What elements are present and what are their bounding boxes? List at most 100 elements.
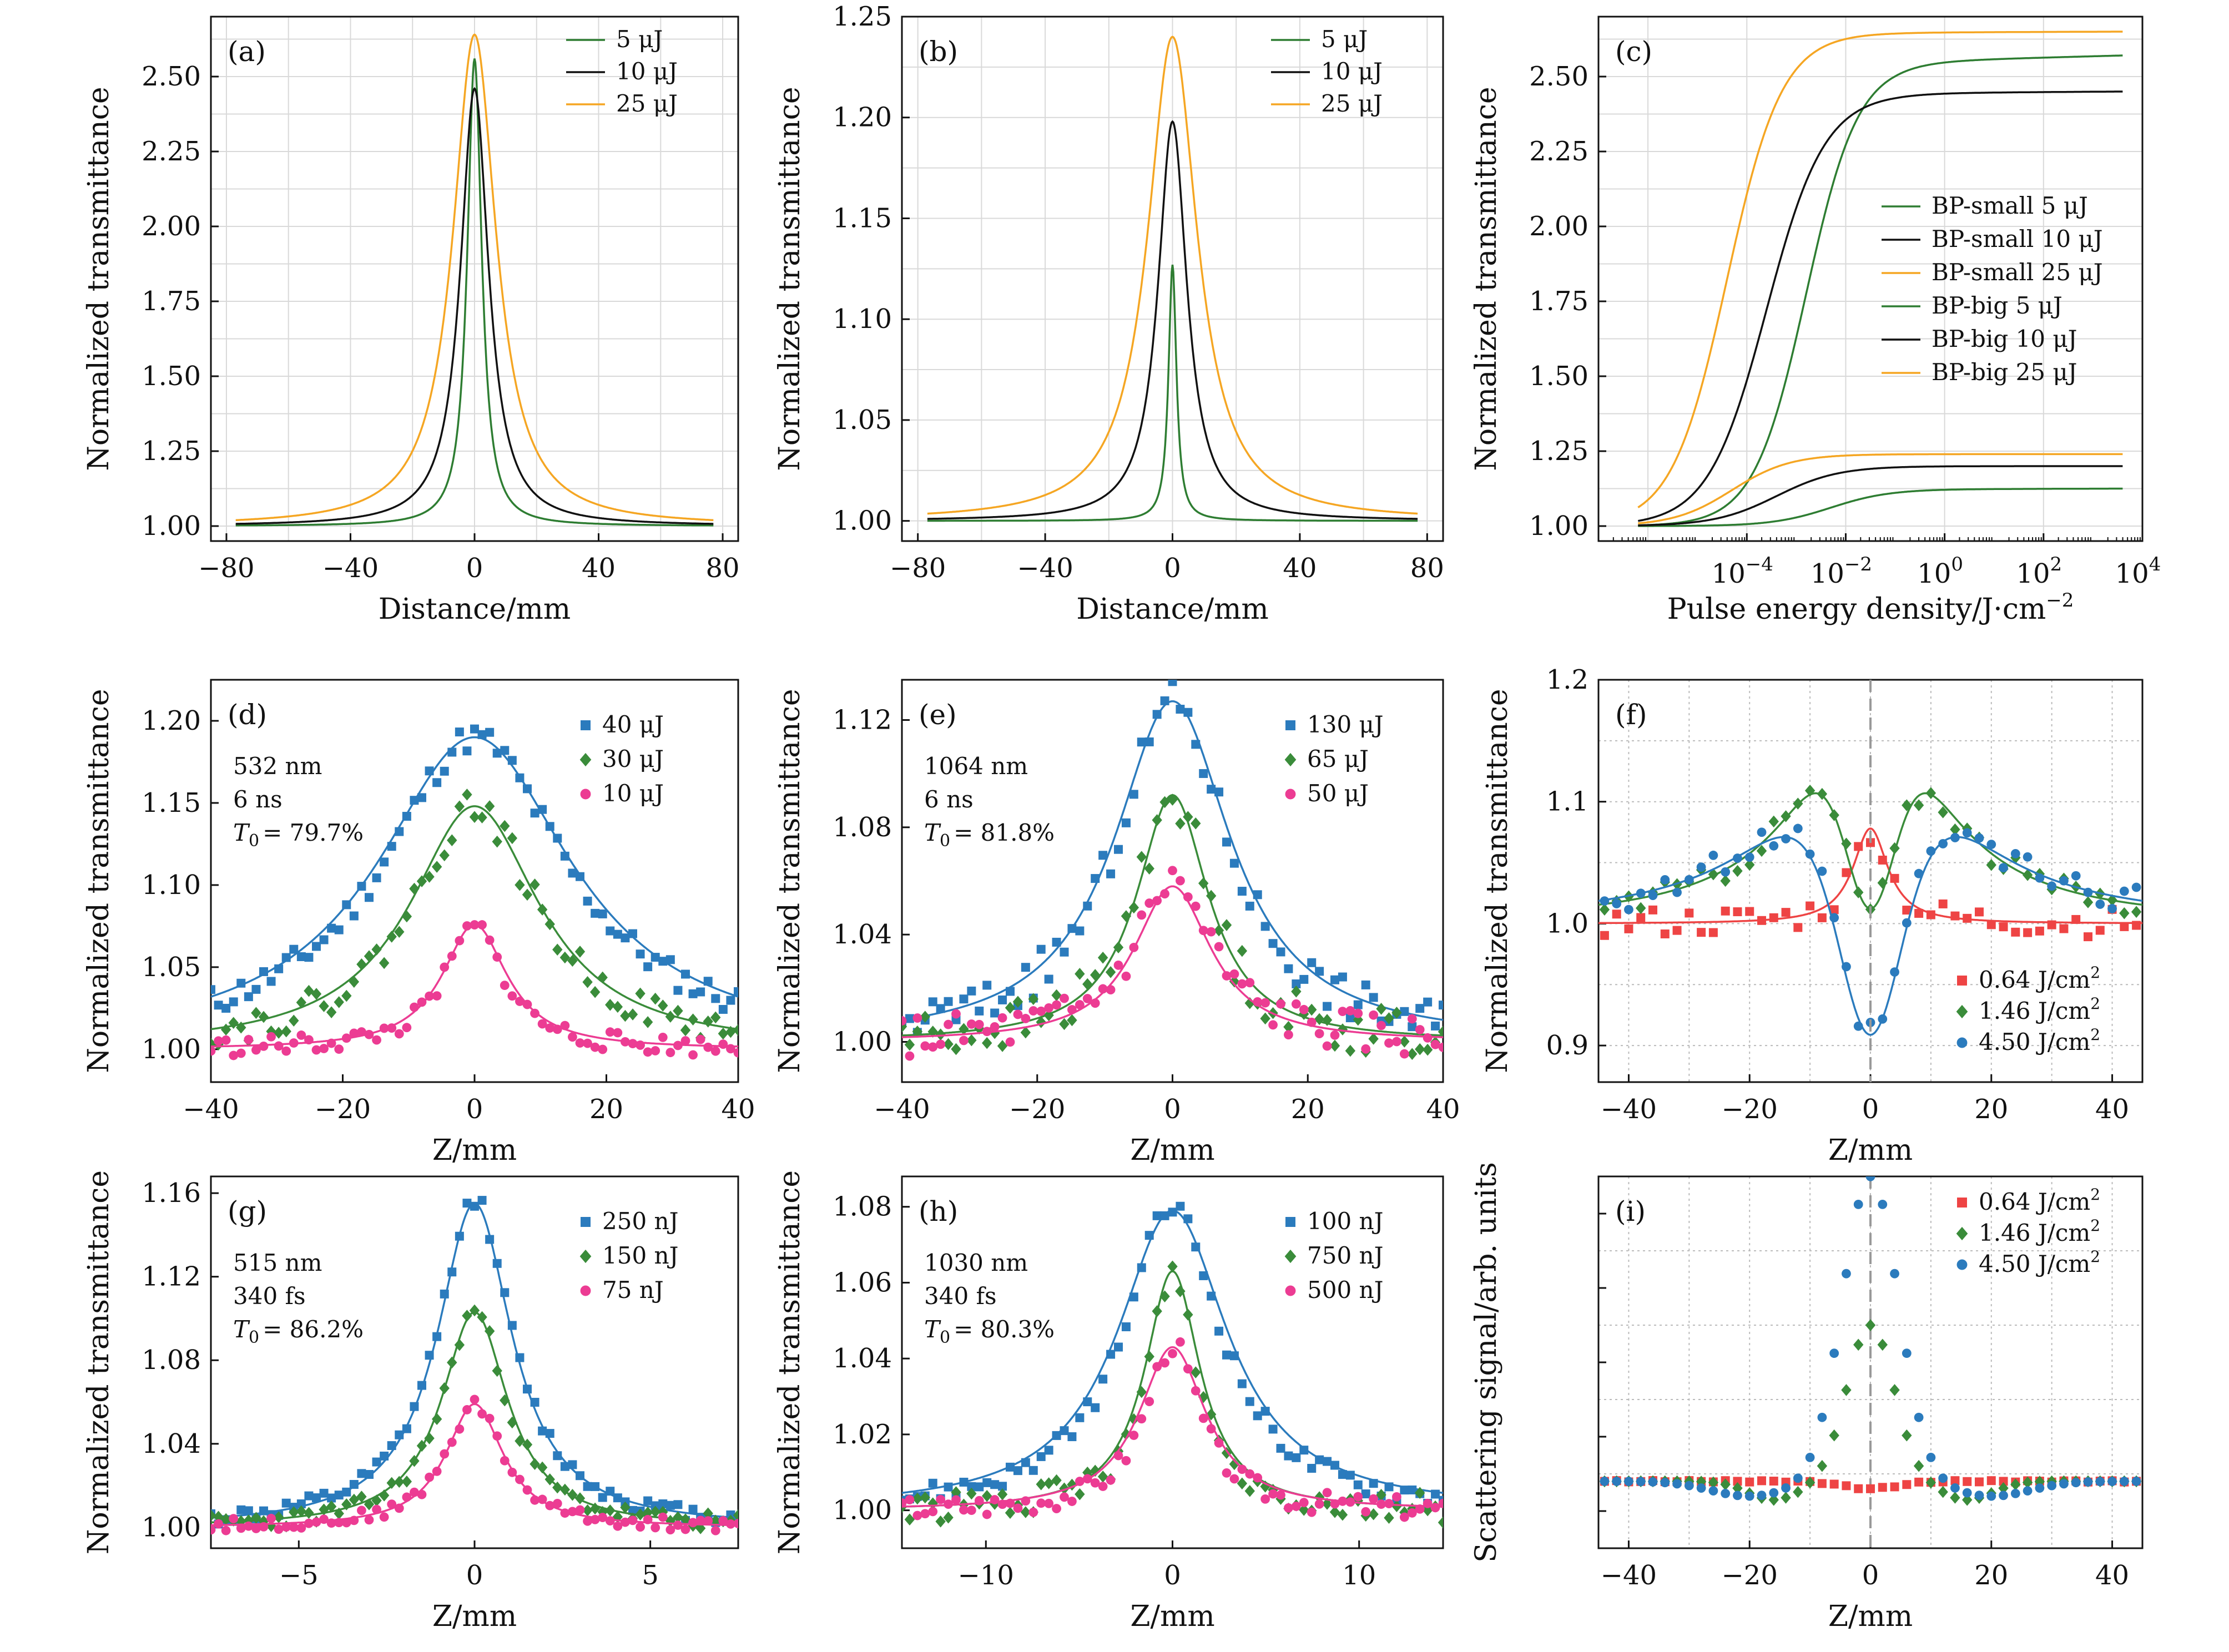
data-point [1245,901,1254,911]
x-tick-label: 0 [1862,1094,1879,1125]
data-point [589,986,601,998]
data-point [665,1514,676,1527]
data-point [1878,1200,1888,1209]
annotation-t0: T0 = 79.7% [233,819,364,851]
data-point [211,1509,216,1522]
data-point [920,1509,930,1519]
data-point [1091,1403,1100,1412]
data-point [1338,1470,1347,1479]
panel-d: −40 −20 0 20 40 1.00 1.05 1.10 1.15 1.20 Z/mm Norma… [82,679,755,1167]
t0-symbol: T [924,1316,941,1343]
y-tick-label: 1.20 [833,102,892,133]
data-point [583,896,592,906]
data-point [1005,1037,1015,1047]
data-point [1769,841,1779,851]
data-point [425,1472,434,1482]
data-point [1299,1504,1309,1516]
data-point [2082,896,2094,908]
x-tick-label: 0 [1164,553,1181,584]
y-tick-label: 1.15 [142,787,201,819]
data-point [1938,839,1948,848]
data-point [636,1522,645,1532]
legend-swatch-marker [580,789,591,800]
x-tick-label: 20 [589,1094,623,1125]
legend-label: 30 μJ [602,745,664,772]
data-point [2023,928,2033,937]
data-point [349,1028,359,1038]
data-point [1684,1481,1694,1491]
plot-area [902,680,1443,1061]
y-axis-label: Normalized transmittance [773,689,806,1073]
panel-label: (d) [228,699,267,731]
legend-swatch-marker [1285,789,1296,800]
x-tick-label: 40 [2095,1560,2129,1591]
annotation-wavelength: 532 nm [233,752,322,780]
data-point [1291,999,1301,1009]
fit-line-2 [211,1311,738,1524]
panel-b: −80 −40 0 40 80 1.00 1.05 1.10 1.15 1.20 1.25 Dista… [773,1,1444,626]
data-point [2047,1481,2057,1491]
data-point [1757,827,1767,837]
data-point [1636,1477,1646,1487]
data-point [1245,1397,1254,1406]
data-point [951,1009,961,1019]
data-point [1986,920,1996,929]
data-point [1391,1007,1402,1019]
data-point [627,1008,638,1020]
data-point [574,946,586,958]
data-point [1612,899,1622,908]
data-point [665,1048,675,1058]
data-point [1600,931,1609,940]
data-point [590,1042,600,1052]
data-point [1221,919,1232,931]
t0-subscript: 0 [249,1328,259,1347]
data-point [424,1432,435,1444]
data-point [2023,1486,2033,1496]
data-point [1168,866,1177,876]
x-tick-label: 20 [1974,1560,2008,1591]
y-tick-label: 1.00 [142,1034,201,1065]
data-point [650,1046,660,1055]
data-point [1672,926,1682,935]
data-point [1044,974,1053,984]
data-point [484,1325,495,1337]
y-tick-label: 1.08 [833,812,892,843]
data-point [1829,1429,1839,1442]
data-point [1020,1506,1031,1518]
data-point [711,994,720,1003]
data-point [902,1016,907,1025]
data-point [1962,828,1972,838]
data-point [477,1196,487,1205]
x-tick-label: −40 [1017,553,1073,584]
data-point [1769,913,1778,922]
data-point [349,976,360,988]
data-point [319,1488,329,1498]
data-point [905,1495,915,1504]
data-point [2119,1477,2129,1486]
data-point [365,1470,374,1479]
data-point [680,1524,690,1534]
data-point [1260,998,1270,1008]
data-point [1036,1006,1046,1016]
data-point [966,1034,977,1047]
t0-value: = 81.8% [954,819,1055,846]
data-point [2022,1476,2033,1489]
x-tick-label: 10 [1342,1560,1376,1591]
data-point [1067,1432,1077,1442]
data-point [1028,1466,1038,1475]
data-point [1660,1478,1670,1488]
data-point [606,926,615,936]
data-point [1817,913,1827,922]
x-tick-label: 0 [466,1560,483,1591]
data-point [1829,905,1839,915]
annotation-wavelength: 1030 nm [924,1249,1028,1276]
data-point [386,1477,397,1489]
data-point [1768,1494,1779,1506]
data-point [568,868,577,878]
data-point [1291,1502,1301,1511]
data-point [236,1523,246,1533]
fit-line-3 [211,1403,738,1527]
data-point [484,800,495,812]
data-point [1176,876,1185,886]
y-tick-label: 1.2 [1546,664,1588,695]
